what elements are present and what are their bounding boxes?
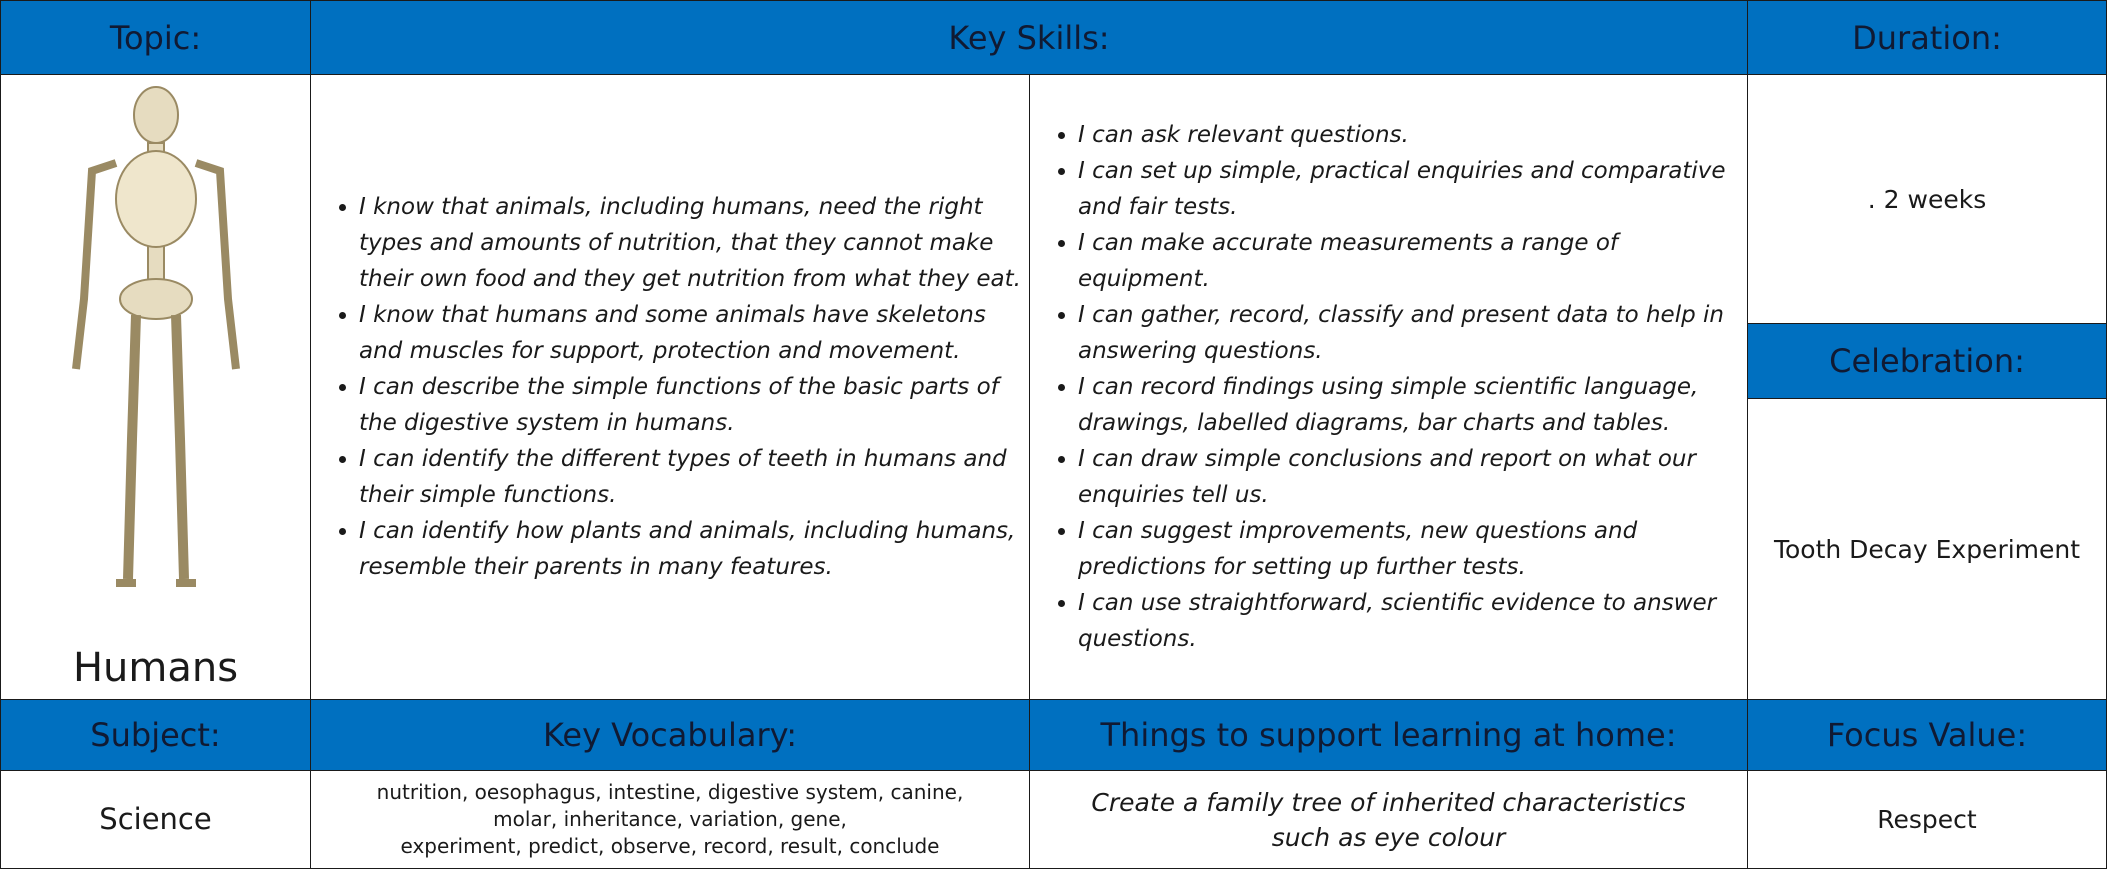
skill-item: I know that humans and some animals have…: [359, 297, 1029, 369]
header-topic: Topic:: [0, 0, 311, 75]
skills-list: I can ask relevant questions.I can set u…: [1030, 117, 1747, 657]
skill-item: I can use straightforward, scientific ev…: [1078, 585, 1747, 657]
skills-list: I know that animals, including humans, n…: [311, 189, 1029, 585]
key-skills-left: I know that animals, including humans, n…: [310, 74, 1030, 700]
header-celebration: Celebration:: [1747, 323, 2107, 399]
focus-value: Respect: [1747, 770, 2107, 869]
home-learning: Create a family tree of inherited charac…: [1029, 770, 1748, 869]
duration: . 2 weeks: [1747, 74, 2107, 324]
header-subject: Subject:: [0, 699, 311, 771]
key-vocabulary: nutrition, oesophagus, intestine, digest…: [310, 770, 1030, 869]
skill-item: I can draw simple conclusions and report…: [1078, 441, 1747, 513]
key-skills-right: I can ask relevant questions.I can set u…: [1029, 74, 1748, 700]
topic-title: Humans: [72, 645, 239, 691]
header-duration: Duration:: [1747, 0, 2107, 75]
skill-item: I can suggest improvements, new question…: [1078, 513, 1747, 585]
vocabulary-line: nutrition, oesophagus, intestine, digest…: [376, 780, 964, 804]
header-key-skills: Key Skills:: [310, 0, 1748, 75]
skill-item: I can ask relevant questions.: [1078, 117, 1747, 153]
header-home: Things to support learning at home:: [1029, 699, 1748, 771]
skill-item: I can make accurate measurements a range…: [1078, 225, 1747, 297]
skill-item: I can describe the simple functions of t…: [359, 369, 1029, 441]
topic-cell: Humans: [0, 74, 311, 700]
header-key-vocabulary: Key Vocabulary:: [310, 699, 1030, 771]
skeleton-illustration: [71, 86, 240, 587]
subject: Science: [0, 770, 311, 869]
skill-item: I can identify how plants and animals, i…: [359, 513, 1029, 585]
skill-item: I can gather, record, classify and prese…: [1078, 297, 1747, 369]
skill-item: I can set up simple, practical enquiries…: [1078, 153, 1747, 225]
skill-item: I can record findings using simple scien…: [1078, 369, 1747, 441]
vocabulary-line: experiment, predict, observe, record, re…: [400, 834, 940, 858]
header-focus-value: Focus Value:: [1747, 699, 2107, 771]
celebration: Tooth Decay Experiment: [1747, 398, 2107, 700]
vocabulary-line: molar, inheritance, variation, gene,: [493, 807, 847, 831]
skill-item: I can identify the different types of te…: [359, 441, 1029, 513]
skill-item: I know that animals, including humans, n…: [359, 189, 1029, 297]
